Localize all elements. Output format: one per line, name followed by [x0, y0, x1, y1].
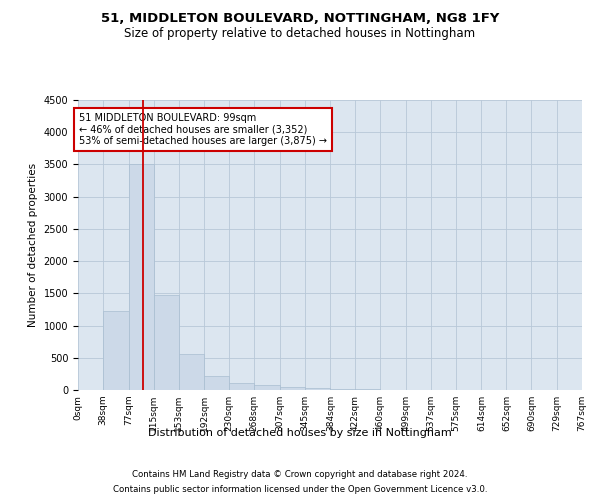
- Bar: [229, 383, 254, 390]
- Bar: [128, 164, 154, 390]
- Bar: [280, 387, 305, 390]
- Bar: [154, 296, 179, 390]
- Text: 51, MIDDLETON BOULEVARD, NOTTINGHAM, NG8 1FY: 51, MIDDLETON BOULEVARD, NOTTINGHAM, NG8…: [101, 12, 499, 26]
- Text: 51 MIDDLETON BOULEVARD: 99sqm
← 46% of detached houses are smaller (3,352)
53% o: 51 MIDDLETON BOULEVARD: 99sqm ← 46% of d…: [79, 113, 328, 146]
- Text: Distribution of detached houses by size in Nottingham: Distribution of detached houses by size …: [148, 428, 452, 438]
- Bar: [204, 376, 229, 390]
- Text: Contains public sector information licensed under the Open Government Licence v3: Contains public sector information licen…: [113, 485, 487, 494]
- Bar: [179, 354, 204, 390]
- Text: Contains HM Land Registry data © Crown copyright and database right 2024.: Contains HM Land Registry data © Crown c…: [132, 470, 468, 479]
- Bar: [331, 389, 355, 390]
- Bar: [103, 310, 128, 390]
- Bar: [254, 385, 280, 390]
- Y-axis label: Number of detached properties: Number of detached properties: [28, 163, 38, 327]
- Text: Size of property relative to detached houses in Nottingham: Size of property relative to detached ho…: [124, 28, 476, 40]
- Bar: [305, 388, 331, 390]
